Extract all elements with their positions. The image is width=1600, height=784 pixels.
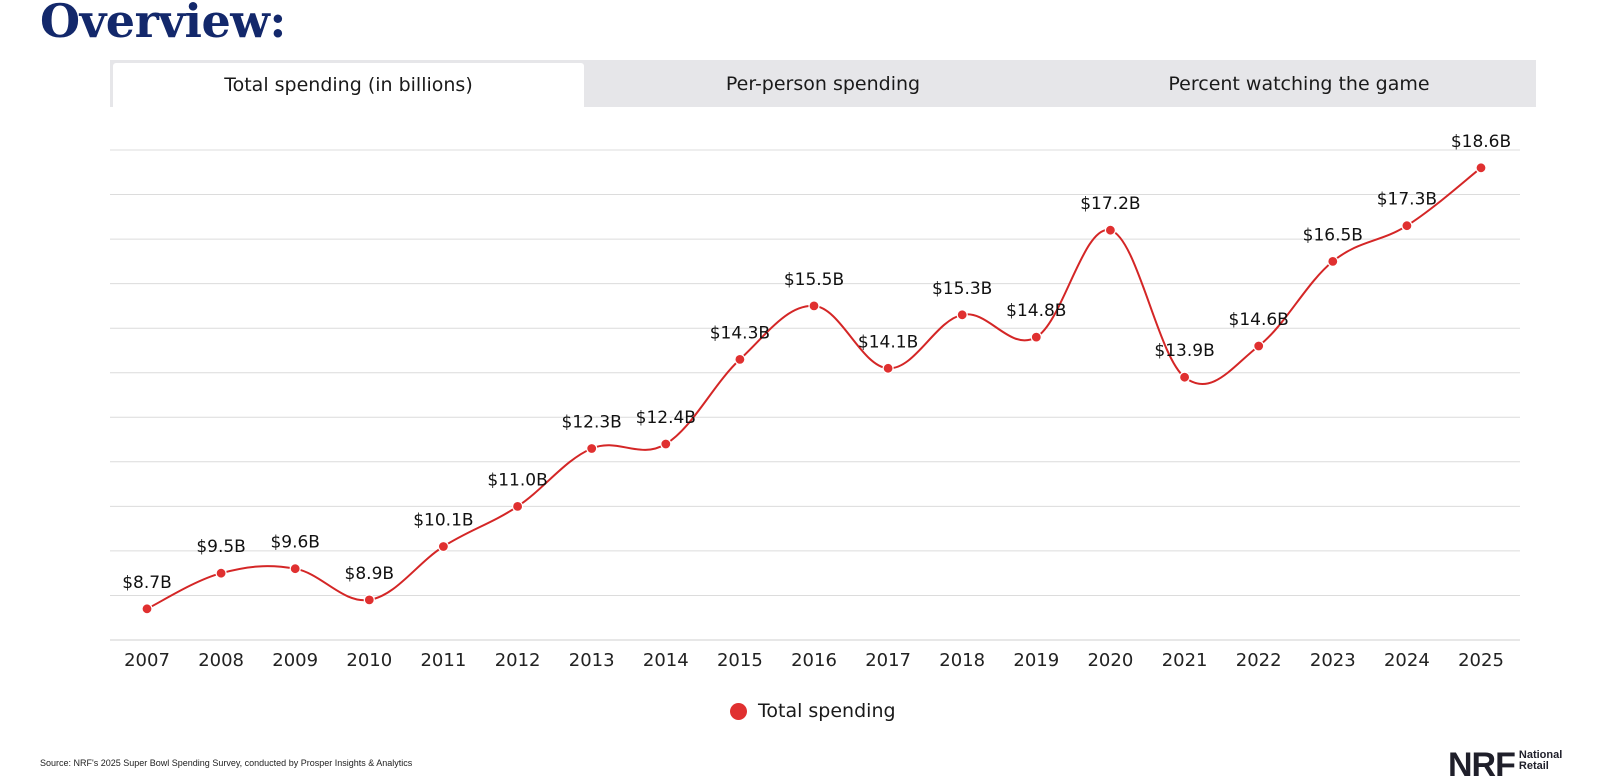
data-label: $12.3B — [562, 413, 622, 433]
page-title: Overview: — [40, 0, 286, 48]
data-label: $8.9B — [345, 564, 395, 584]
chart-x-axis: 2007 2008 2009 2010 2011 2012 2013 2014 2015 2016… — [124, 650, 1504, 671]
data-point[interactable] — [1327, 255, 1339, 267]
data-label: $17.3B — [1377, 190, 1437, 210]
logo-text: National Retail — [1519, 750, 1562, 772]
data-point[interactable] — [289, 563, 301, 575]
source-note: Source: NRF's 2025 Super Bowl Spending S… — [40, 758, 413, 768]
data-point[interactable] — [882, 362, 894, 374]
data-point[interactable] — [511, 500, 524, 512]
data-label: $8.7B — [122, 573, 172, 593]
tab-bar: Total spending (in billions) Per-person … — [110, 60, 1536, 107]
data-point[interactable] — [1475, 162, 1487, 174]
x-tick-label: 2015 — [717, 650, 763, 671]
tab-percent-watching[interactable]: Percent watching the game — [1168, 72, 1430, 95]
data-label: $9.6B — [270, 533, 320, 553]
logo-text-line-2: Retail — [1518, 760, 1549, 772]
x-tick-label: 2014 — [643, 650, 689, 671]
logo-text-line-1: National — [1518, 749, 1563, 761]
data-label: $14.6B — [1229, 310, 1289, 330]
chart-gridlines — [110, 149, 1520, 641]
data-point[interactable] — [1401, 220, 1413, 232]
data-label: $15.5B — [784, 270, 844, 290]
data-point[interactable] — [1104, 224, 1117, 236]
data-point[interactable] — [808, 300, 820, 312]
data-label: $18.6B — [1451, 132, 1511, 152]
data-label: $15.3B — [932, 279, 992, 299]
data-label: $12.4B — [636, 408, 696, 428]
series-line-total-spending — [146, 167, 1482, 610]
chart-legend[interactable]: Total spending — [730, 700, 896, 722]
x-tick-label: 2009 — [272, 650, 318, 671]
tab-per-person-spending[interactable]: Per-person spending — [725, 72, 921, 95]
x-tick-label: 2025 — [1458, 650, 1504, 671]
data-point[interactable] — [437, 540, 449, 553]
x-tick-label: 2007 — [124, 650, 170, 671]
data-point[interactable] — [1178, 371, 1191, 383]
x-tick-label: 2008 — [198, 650, 244, 671]
x-tick-label: 2018 — [939, 650, 985, 671]
data-label: $17.2B — [1080, 194, 1140, 214]
data-label: $10.1B — [413, 511, 473, 531]
data-label: $13.9B — [1154, 341, 1214, 361]
data-label: $14.3B — [710, 323, 770, 343]
logo-mark: NRF — [1448, 746, 1516, 784]
data-label: $16.5B — [1303, 225, 1363, 245]
x-tick-label: 2023 — [1310, 650, 1356, 671]
data-point[interactable] — [1253, 340, 1265, 352]
data-point[interactable] — [1030, 331, 1042, 343]
data-label: $14.8B — [1006, 301, 1066, 321]
x-tick-label: 2013 — [569, 650, 615, 671]
data-label: $14.1B — [858, 332, 918, 352]
x-tick-label: 2010 — [346, 650, 392, 671]
x-tick-label: 2017 — [865, 650, 911, 671]
data-point[interactable] — [215, 567, 227, 579]
chart-data-labels: $8.7B $9.5B $9.6B $8.9B $10.1B $11.0B $12.3B $1… — [122, 132, 1511, 593]
x-tick-label: 2024 — [1384, 650, 1430, 671]
data-point[interactable] — [363, 594, 375, 606]
legend-label: Total spending — [758, 700, 896, 722]
data-label: $9.5B — [196, 537, 246, 557]
x-tick-label: 2022 — [1236, 650, 1282, 671]
x-tick-label: 2012 — [495, 650, 541, 671]
line-chart: $8.7B $9.5B $9.6B $8.9B $10.1B $11.0B $12.3B $1… — [110, 132, 1520, 671]
x-tick-label: 2020 — [1087, 650, 1133, 671]
tab-total-spending[interactable]: Total spending (in billions) — [113, 63, 584, 107]
x-tick-label: 2011 — [420, 650, 466, 671]
data-point[interactable] — [734, 353, 746, 365]
x-tick-label: 2021 — [1162, 650, 1208, 671]
nrf-logo: NRF National Retail — [1448, 748, 1562, 782]
chart-points — [141, 162, 1487, 615]
data-point[interactable] — [956, 309, 968, 321]
x-tick-label: 2019 — [1013, 650, 1059, 671]
data-point[interactable] — [141, 603, 153, 615]
x-tick-label: 2016 — [791, 650, 837, 671]
data-label: $11.0B — [487, 470, 547, 490]
data-point[interactable] — [660, 438, 672, 450]
legend-marker-icon — [730, 702, 747, 720]
data-point[interactable] — [586, 442, 598, 455]
